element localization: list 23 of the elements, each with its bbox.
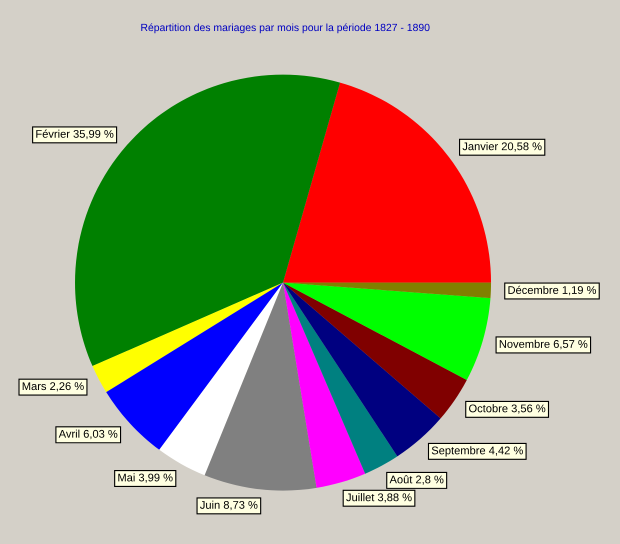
slice-label: Août 2,8 % bbox=[390, 475, 444, 485]
slice-label: Mars 2,26 % bbox=[22, 382, 84, 392]
pie-slice bbox=[283, 282, 398, 474]
chart-title: Répartition des mariages par mois pour la période 1827 - 1890 bbox=[141, 23, 430, 34]
slice-label: Juillet 3,88 % bbox=[346, 493, 412, 503]
pie-slice bbox=[92, 282, 284, 392]
pie-slice bbox=[106, 282, 284, 450]
slice-label: Février 35,99 % bbox=[36, 130, 114, 140]
pie-slice bbox=[75, 74, 340, 366]
slice-label: Décembre 1,19 % bbox=[508, 286, 596, 296]
slice-label: Janvier 20,58 % bbox=[462, 142, 542, 152]
pie-slice bbox=[204, 282, 317, 491]
slice-label: Novembre 6,57 % bbox=[500, 340, 588, 350]
slice-label: Octobre 3,56 % bbox=[469, 404, 546, 414]
slice-label: Avril 6,03 % bbox=[58, 430, 118, 440]
slice-label: Juin 8,73 % bbox=[200, 500, 258, 510]
pie-slice bbox=[283, 282, 366, 488]
pie-slice bbox=[283, 282, 492, 298]
slice-label: Septembre 4,42 % bbox=[432, 446, 523, 457]
pie-slice bbox=[283, 282, 467, 418]
pie-slice bbox=[283, 282, 490, 380]
slice-label: Mai 3,99 % bbox=[118, 473, 173, 483]
pie-slice bbox=[159, 282, 284, 476]
